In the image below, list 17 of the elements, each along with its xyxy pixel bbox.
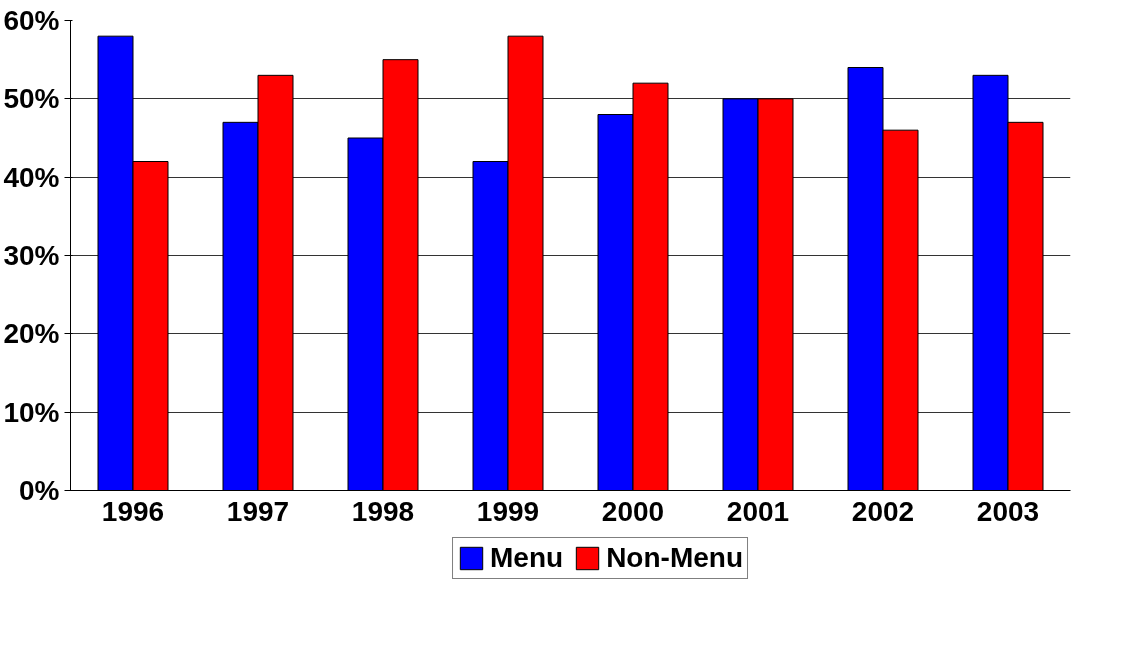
legend-label: Menu [490,542,564,574]
y-tick-label: 60% [3,5,60,36]
y-tick-label: 40% [3,161,60,193]
x-tick-label: 1997 [226,495,290,527]
y-tick-label: 50% [3,83,60,115]
x-tick-label: 1999 [476,495,540,527]
x-tick-label: 2001 [726,495,790,527]
x-tick-label: 2002 [851,495,915,527]
y-tick-label: 30% [3,240,60,271]
y-tick-label: 0% [19,475,60,506]
y-tick-label: 20% [3,318,60,350]
legend-label: Non-Menu [606,542,743,574]
x-tick-label: 2003 [976,495,1040,527]
x-tick-label: 2000 [601,495,665,527]
y-tick-label: 10% [3,396,60,428]
x-tick-label: 1996 [101,495,165,527]
x-tick-label: 1998 [351,495,415,527]
